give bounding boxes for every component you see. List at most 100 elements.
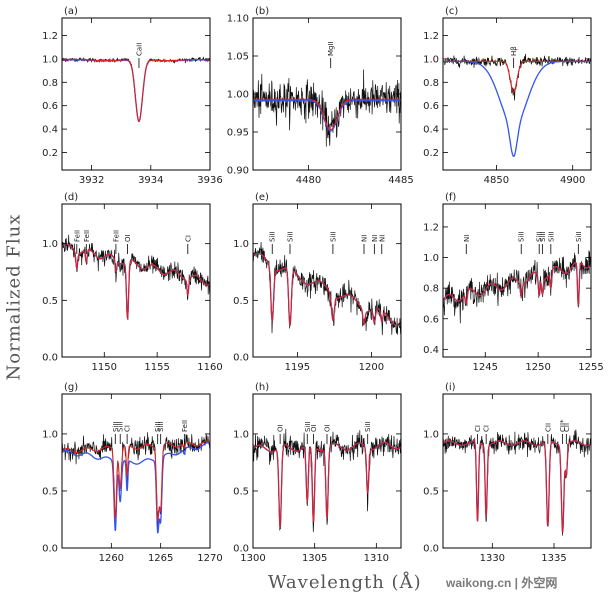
y-tick-label: 0.0: [233, 353, 249, 364]
model-blue-3: [62, 243, 210, 319]
y-tick-label: 1.0: [423, 54, 439, 65]
y-tick-label: 0.8: [423, 78, 439, 89]
x-tick-label: 1200: [359, 362, 384, 373]
y-tick-label: 0.2: [423, 148, 439, 159]
y-tick-label: 1.0: [423, 253, 439, 264]
y-tick-label: 0.5: [423, 486, 439, 497]
ion-label: SiII: [536, 231, 544, 242]
y-tick-label: 1.2: [423, 222, 439, 233]
model-blue-6: [62, 442, 210, 534]
x-tick-label: 1155: [144, 362, 169, 373]
x-tick-label: 1265: [148, 553, 173, 564]
ion-label: MgII: [327, 41, 335, 56]
y-tick-label: 0.8: [423, 284, 439, 295]
x-tick-label: 4850: [484, 175, 509, 186]
model-red-8: [443, 440, 591, 533]
y-tick-label: 0.4: [423, 345, 439, 356]
y-tick-label: 0.5: [233, 296, 249, 307]
ion-label: SiII: [154, 421, 162, 432]
x-tick-label: 4900: [560, 175, 585, 186]
y-tick-label: 1.2: [423, 31, 439, 42]
panel-label: (c): [445, 6, 458, 17]
x-axis-label: Wavelength (Å): [268, 572, 422, 593]
y-tick-label: 1.0: [233, 429, 249, 440]
x-tick-label: 4485: [388, 175, 413, 186]
ion-label: SiII: [539, 231, 547, 242]
panel-frame: [61, 17, 211, 171]
ion-label: OI: [310, 424, 318, 432]
ion-label: FeII: [181, 420, 189, 432]
x-tick-label: 1300: [240, 553, 265, 564]
model-blue-0: [62, 59, 210, 122]
model-red-3: [62, 243, 210, 319]
model-blue-1: [253, 100, 401, 132]
y-tick-label: 0.90: [227, 166, 249, 177]
x-tick-label: 1150: [92, 362, 117, 373]
model-red-0: [62, 58, 210, 122]
panel-b: 0.90 0.95 1.00 1.05 1.10 4480 4485 (b) MgII: [227, 6, 414, 186]
watermark: waikong.cn | 外空网: [446, 576, 558, 590]
ion-label: CII: [544, 423, 552, 432]
x-tick-label: 3934: [138, 175, 163, 186]
y-tick-label: 0.6: [423, 314, 439, 325]
ion-label: SiII: [117, 421, 125, 432]
y-tick-label: 1.10: [227, 14, 249, 25]
y-tick-label: 0.4: [423, 125, 439, 136]
y-tick-label: 0.5: [233, 486, 249, 497]
panel-label: (i): [445, 382, 456, 393]
ion-label: NI: [361, 235, 369, 242]
y-tick-label: 0.0: [42, 353, 58, 364]
ion-label: OI: [124, 234, 132, 242]
ion-label: FeII: [112, 230, 120, 242]
ion-label: OI: [277, 424, 285, 432]
y-tick-label: 1.2: [42, 31, 58, 42]
y-tick-label: 1.0: [42, 239, 58, 250]
panel-label: (g): [64, 382, 78, 393]
ion-label: FeII: [73, 230, 81, 242]
model-blue-8: [443, 440, 591, 533]
observed-spectrum-5: [443, 250, 591, 324]
panel-label: (b): [255, 6, 269, 17]
ion-label: NI: [463, 235, 471, 242]
ion-label: SiII: [575, 231, 583, 242]
ion-label: SiII: [364, 421, 372, 432]
ion-label: CI: [483, 425, 491, 432]
panel-label: (e): [255, 192, 269, 203]
x-tick-label: 1270: [197, 553, 222, 564]
ion-label: NI: [378, 235, 386, 242]
observed-spectrum-1: [253, 69, 401, 147]
y-tick-label: 1.00: [227, 90, 249, 101]
panel-frame: [442, 17, 592, 171]
panel-label: (h): [255, 382, 269, 393]
panel-frame: [252, 203, 402, 358]
ion-label: SiII: [329, 231, 337, 242]
y-tick-label: 0.8: [42, 78, 58, 89]
ion-label: Hβ: [510, 46, 518, 56]
observed-spectrum-0: [62, 56, 210, 123]
y-tick-label: 0.5: [42, 486, 58, 497]
ion-label: CI: [474, 425, 482, 432]
model-red-7: [253, 441, 401, 528]
y-tick-label: 1.0: [233, 239, 249, 250]
y-tick-label: 1.0: [42, 429, 58, 440]
y-tick-label: 0.5: [42, 296, 58, 307]
panel-frame: [252, 393, 402, 549]
x-tick-label: 1250: [525, 362, 550, 373]
y-tick-label: 1.0: [42, 54, 58, 65]
x-tick-label: 1160: [197, 362, 222, 373]
ion-label: CaII: [135, 43, 143, 56]
model-blue-2: [443, 60, 591, 157]
y-tick-label: 0.6: [42, 101, 58, 112]
model-red-4: [253, 252, 401, 327]
ion-label: SiII: [112, 421, 120, 432]
panel-c: 0.2 0.4 0.6 0.8 1.0 1.2 4850 4900 (c) Hβ: [423, 6, 592, 186]
panel-frame: [442, 203, 592, 358]
panel-frame: [61, 393, 211, 549]
ion-label: SiII: [547, 231, 555, 242]
model-red-5: [443, 261, 591, 307]
panel-a: 0.2 0.4 0.6 0.8 1.0 1.2 3932 3934 3936 (a) CaII: [42, 6, 223, 186]
